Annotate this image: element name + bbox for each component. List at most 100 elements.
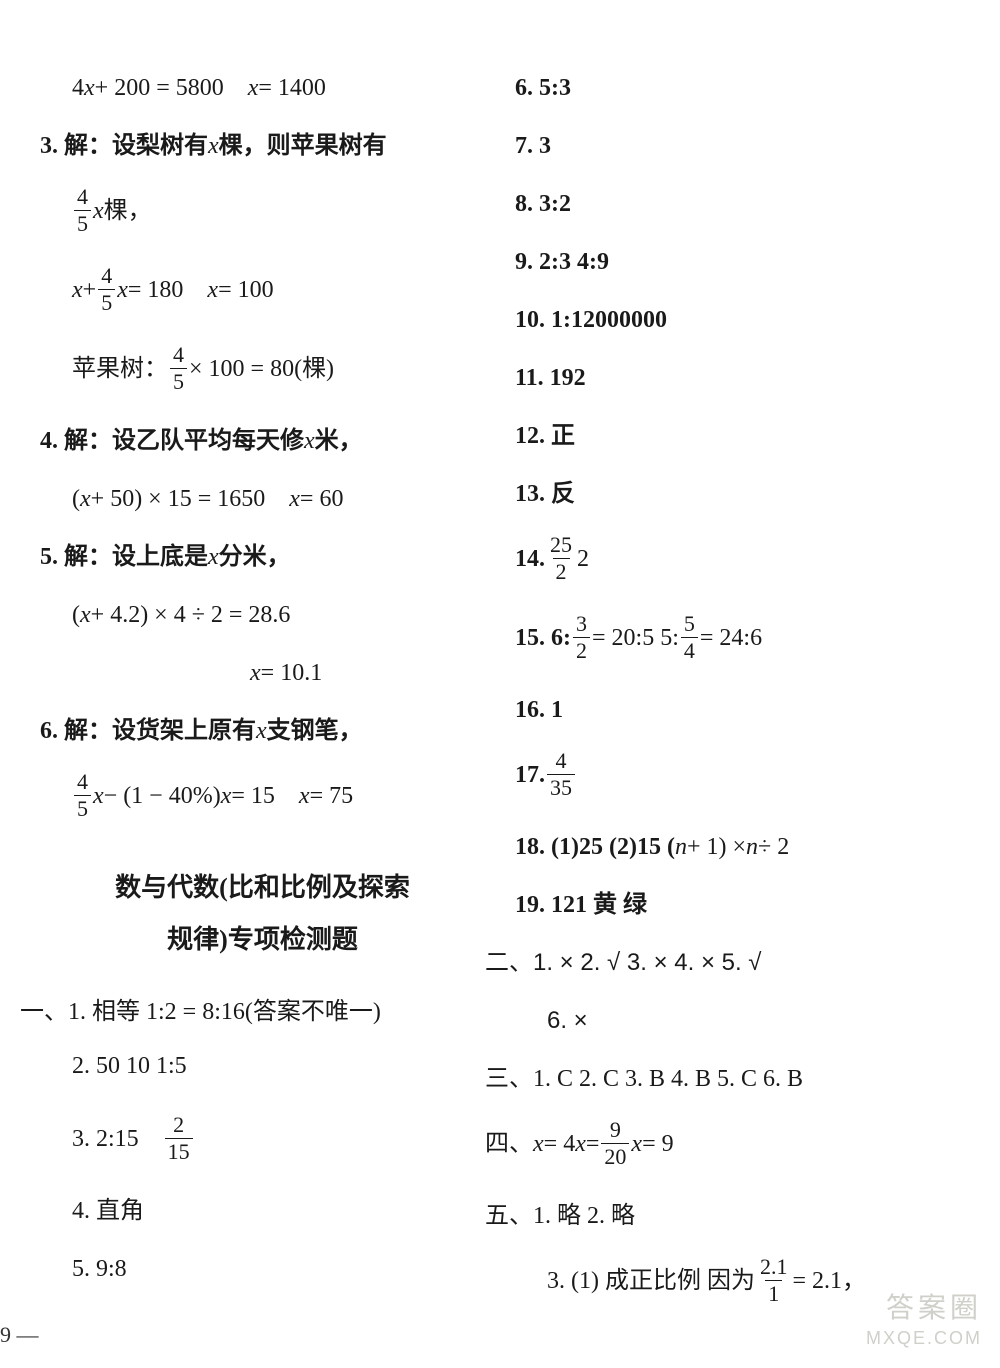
var-x: x (250, 655, 261, 691)
text: 3. 2:15 (72, 1121, 139, 1157)
watermark-en: MXQE.COM (866, 1327, 982, 1350)
var-x: x (631, 1126, 642, 1162)
watermark-cn: 答案圈 (866, 1290, 982, 1326)
text: 17. (515, 757, 545, 793)
denominator: 1 (765, 1280, 782, 1305)
numerator: 5 (681, 613, 698, 637)
section-line: 五、1. 略 2. 略 (485, 1198, 960, 1234)
denominator: 20 (601, 1143, 629, 1168)
text: 18. (1)25 (2)15 ( (515, 829, 675, 865)
text: 5. 解：设上底是 (40, 539, 208, 575)
text: 4. 解：设乙队平均每天修 (40, 423, 304, 459)
text: + (83, 272, 97, 308)
answer-line: 6. × (515, 1003, 960, 1039)
var-x: x (304, 423, 315, 459)
text: = 2.1， (792, 1263, 866, 1299)
denominator: 5 (170, 368, 187, 393)
var-x: x (575, 1126, 586, 1162)
fraction: 2.1 1 (757, 1256, 791, 1305)
fraction: 4 35 (547, 750, 575, 799)
math-line: (x + 4.2) × 4 ÷ 2 = 28.6 (40, 597, 485, 633)
var-x: x (208, 128, 219, 164)
numerator: 4 (74, 186, 91, 210)
math-line: 苹果树： 4 5 × 100 = 80(棵) (40, 344, 485, 393)
var-x: x (533, 1126, 544, 1162)
var-x: x (93, 193, 104, 229)
fraction: 2 15 (165, 1114, 193, 1163)
text: 6. 5:3 (515, 70, 571, 106)
text: × 100 = 80(棵) (189, 351, 334, 387)
answer-line: 7. 3 (515, 128, 960, 164)
text: ( (72, 597, 80, 633)
text: 米， (315, 423, 363, 459)
answer-line: 4. 直角 (40, 1193, 485, 1229)
answer-line: 18. (1)25 (2)15 (n + 1) × n ÷ 2 (515, 829, 960, 865)
math-line: x = 10.1 (40, 655, 485, 691)
denominator: 4 (681, 637, 698, 662)
var-x: x (93, 778, 104, 814)
text: 4 (72, 70, 84, 106)
watermark: 答案圈 MXQE.COM (866, 1290, 982, 1350)
answer-line: 19. 121 黄 绿 (515, 887, 960, 923)
answer-line: 10. 1:12000000 (515, 302, 960, 338)
problem-line: 5. 解：设上底是 x 分米， (40, 539, 485, 575)
numerator: 2 (170, 1114, 187, 1138)
text: + 200 = 5800 (95, 70, 224, 106)
answer-line: 3. 2:15 2 15 (40, 1114, 485, 1163)
text: 棵，则苹果树有 (219, 128, 387, 164)
text: + 1) × (687, 829, 746, 865)
denominator: 2 (573, 637, 590, 662)
text: 一、1. 相等 1:2 = 8:16(答案不唯一) (20, 994, 381, 1030)
text: + 50) × 15 = 1650 (91, 481, 266, 517)
denominator: 5 (98, 289, 115, 314)
answer-line: 15. 6: 3 2 = 20:5 5: 5 4 = 24:6 (515, 613, 960, 662)
section-heading: 数与代数(比和比例及探索 规律)专项检测题 (40, 862, 485, 966)
var-n: n (675, 829, 687, 865)
var-x: x (72, 272, 83, 308)
answer-line: 9. 2:3 4:9 (515, 244, 960, 280)
problem-line: 4. 解：设乙队平均每天修 x 米， (40, 423, 485, 459)
right-column: 6. 5:3 7. 3 8. 3:2 9. 2:3 4:9 10. 1:1200… (515, 70, 960, 1328)
denominator: 5 (74, 210, 91, 235)
numerator: 25 (547, 534, 575, 558)
text: = 75 (310, 778, 354, 814)
text: 棵， (104, 193, 152, 229)
var-x: x (248, 70, 259, 106)
text: 11. 192 (515, 360, 586, 396)
var-x: x (299, 778, 310, 814)
text: 三、1. C 2. C 3. B 4. B 5. C 6. B (485, 1061, 803, 1097)
fraction: 9 20 (601, 1119, 629, 1168)
text: = 9 (642, 1126, 674, 1162)
text: 13. 反 (515, 476, 575, 512)
text: 2 (577, 541, 589, 577)
heading-line1: 数与代数(比和比例及探索 (40, 862, 485, 914)
answer-line: 11. 192 (515, 360, 960, 396)
text: 19. 121 黄 绿 (515, 887, 647, 923)
text: = 24:6 (700, 620, 762, 656)
text: = 15 (231, 778, 275, 814)
fraction: 3 2 (573, 613, 590, 662)
text: 9. 2:3 4:9 (515, 244, 609, 280)
var-x: x (221, 778, 232, 814)
problem-line: 3. 解：设梨树有 x 棵，则苹果树有 (40, 128, 485, 164)
text: 15. 6: (515, 620, 571, 656)
fraction: 25 2 (547, 534, 575, 583)
text: = 60 (300, 481, 344, 517)
numerator: 4 (553, 750, 570, 774)
numerator: 4 (74, 771, 91, 795)
answer-line: 14. 25 2 2 (515, 534, 960, 583)
left-column: 4x + 200 = 5800x = 1400 3. 解：设梨树有 x 棵，则苹… (40, 70, 485, 1328)
text: 二、1. × 2. √ 3. × 4. × 5. √ (485, 945, 761, 981)
text: ÷ 2 (758, 829, 789, 865)
numerator: 4 (98, 265, 115, 289)
section-line: 二、1. × 2. √ 3. × 4. × 5. √ (485, 945, 960, 981)
math-line: 4 5 x − (1 − 40%)x = 15x = 75 (40, 771, 485, 820)
math-line: 4x + 200 = 5800x = 1400 (40, 70, 485, 106)
denominator: 35 (547, 774, 575, 799)
denominator: 5 (74, 795, 91, 820)
text: 10. 1:12000000 (515, 302, 667, 338)
fraction: 5 4 (681, 613, 698, 662)
answer-line: 8. 3:2 (515, 186, 960, 222)
text: 16. 1 (515, 692, 563, 728)
fraction: 4 5 (74, 186, 91, 235)
